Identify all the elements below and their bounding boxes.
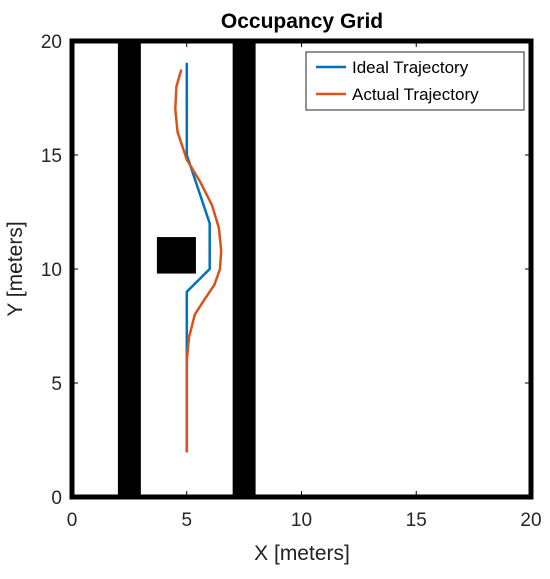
series-line-actual	[174, 69, 223, 453]
x-tick-label: 5	[181, 510, 192, 531]
y-tick-label: 0	[51, 488, 62, 509]
obstacle-3	[156, 237, 196, 274]
legend-entry-label: Ideal Trajectory	[352, 58, 469, 77]
legend: Ideal Trajectory Actual Trajectory	[305, 51, 525, 111]
y-tick-label: 15	[41, 146, 62, 167]
legend-entry-label: Actual Trajectory	[352, 85, 479, 104]
axis-ticks: 0 5 10 15 20 0 5 10 15 20	[41, 32, 542, 531]
plot-area	[72, 41, 531, 497]
obstacle-1	[117, 41, 141, 497]
x-tick-label: 15	[406, 510, 427, 531]
obstacle-2	[232, 41, 256, 497]
x-tick-label: 10	[291, 510, 312, 531]
y-tick-label: 20	[41, 32, 62, 53]
x-tick-label: 20	[520, 510, 541, 531]
chart-title: Occupancy Grid	[221, 10, 383, 33]
obstacles	[117, 41, 256, 497]
y-axis-label: Y [meters]	[4, 221, 27, 316]
y-tick-label: 10	[41, 260, 62, 281]
y-tick-label: 5	[51, 374, 62, 395]
x-axis-label: X [meters]	[254, 542, 350, 565]
trajectories	[174, 62, 223, 453]
legend-box	[305, 51, 525, 111]
x-tick-label: 0	[67, 510, 78, 531]
